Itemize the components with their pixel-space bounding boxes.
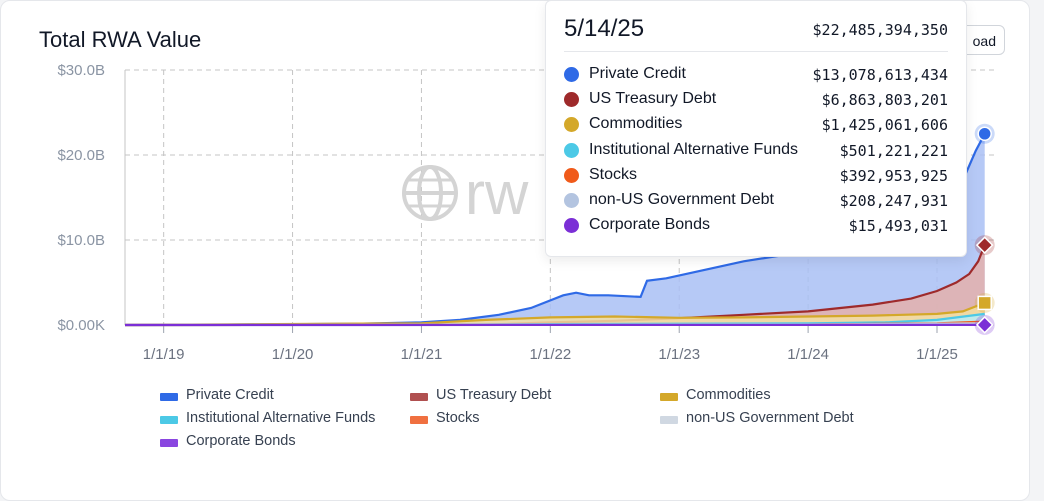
tooltip-series-value: $6,863,803,201	[821, 91, 948, 110]
x-tick-label: 1/1/24	[787, 346, 829, 363]
tooltip-series-value: $501,221,221	[839, 141, 948, 160]
tooltip-series-name: Private Credit	[589, 65, 686, 82]
series-dot-icon	[564, 67, 579, 82]
x-tick-label: 1/1/20	[272, 346, 314, 363]
tooltip-series-name: Commodities	[589, 115, 683, 133]
legend-label: Stocks	[436, 410, 480, 426]
tooltip-row: Stocks $392,953,925	[564, 165, 948, 187]
legend-label: Commodities	[686, 387, 771, 403]
tooltip-row: US Treasury Debt $6,863,803,201	[564, 89, 948, 111]
series-dot-icon	[564, 117, 579, 133]
x-tick-label: 1/1/22	[529, 346, 571, 363]
y-tick-label: $20.0B	[57, 147, 105, 164]
tooltip-row: Private Credit $13,078,613,434	[564, 64, 948, 86]
y-tick-label: $0.00K	[57, 317, 105, 334]
tooltip-series-value: $13,078,613,434	[812, 66, 948, 84]
y-tick-label: $10.0B	[57, 232, 105, 249]
x-tick-label: 1/1/21	[401, 346, 443, 363]
legend-label: Institutional Alternative Funds	[186, 410, 376, 426]
tooltip-row: Corporate Bonds $15,493,031	[564, 215, 948, 237]
legend-swatch-icon	[160, 439, 178, 447]
series-dot-icon	[564, 218, 579, 234]
series-marker	[974, 314, 995, 335]
series-marker	[974, 292, 995, 313]
tooltip-row: Commodities $1,425,061,606	[564, 114, 948, 136]
legend-swatch-icon	[660, 416, 678, 424]
y-axis: $0.00K $10.0B $20.0B $30.0B	[57, 62, 105, 334]
legend-label: non-US Government Debt	[686, 410, 854, 426]
tooltip-row: Institutional Alternative Funds $501,221,…	[564, 140, 948, 162]
legend-swatch-icon	[410, 393, 428, 401]
tooltip-row: non-US Government Debt $208,247,931	[564, 190, 948, 212]
tooltip-date: 5/14/25	[564, 15, 645, 42]
watermark: rw	[402, 160, 529, 227]
tooltip-series-value: $1,425,061,606	[821, 116, 948, 135]
series-dot-icon	[564, 92, 579, 108]
chart-title: Total RWA Value	[39, 27, 202, 52]
series-area	[125, 133, 985, 325]
series-line	[124, 301, 986, 327]
download-button[interactable]: oad	[941, 25, 1005, 55]
tooltip-series-value: $15,493,031	[848, 217, 948, 236]
tooltip-series-name: Corporate Bonds	[589, 216, 710, 234]
series-marker	[974, 123, 995, 144]
series-dot-icon	[564, 193, 579, 208]
globe-icon	[402, 165, 458, 221]
tooltip-total: $22,485,394,350	[812, 21, 948, 39]
legend-swatch-icon	[410, 416, 428, 424]
tooltip-series-value: $208,247,931	[839, 192, 948, 210]
watermark-text: rw	[465, 160, 529, 227]
legend-label: US Treasury Debt	[436, 387, 552, 403]
series-dot-icon	[564, 142, 579, 158]
tooltip-series-value: $392,953,925	[839, 166, 948, 185]
x-axis: 1/1/19 1/1/20 1/1/21 1/1/22 1/1/23 1/1/24 1/1/…	[143, 346, 958, 363]
tooltip-series-name: US Treasury Debt	[589, 90, 717, 108]
x-tick-label: 1/1/23	[658, 346, 700, 363]
legend-label: Corporate Bonds	[186, 433, 296, 449]
series-marker	[974, 235, 995, 256]
tooltip-series-name: Institutional Alternative Funds	[589, 140, 799, 158]
legend-label: Private Credit	[186, 387, 274, 403]
series-dot-icon	[564, 167, 579, 183]
x-tick-label: 1/1/19	[143, 346, 185, 363]
tooltip-series-name: non-US Government Debt	[589, 191, 774, 208]
x-tick-label: 1/1/25	[916, 346, 958, 363]
series-markers	[974, 123, 995, 335]
tooltip-series-name: Stocks	[589, 165, 638, 183]
legend-swatch-icon	[160, 416, 178, 424]
tooltip-divider	[564, 51, 948, 52]
tooltip: 5/14/25 $22,485,394,350 Private Credit $1…	[545, 0, 967, 257]
series-area	[125, 302, 985, 325]
legend-swatch-icon	[160, 393, 178, 401]
legend-swatch-icon	[660, 393, 678, 401]
y-tick-label: $30.0B	[57, 62, 105, 79]
